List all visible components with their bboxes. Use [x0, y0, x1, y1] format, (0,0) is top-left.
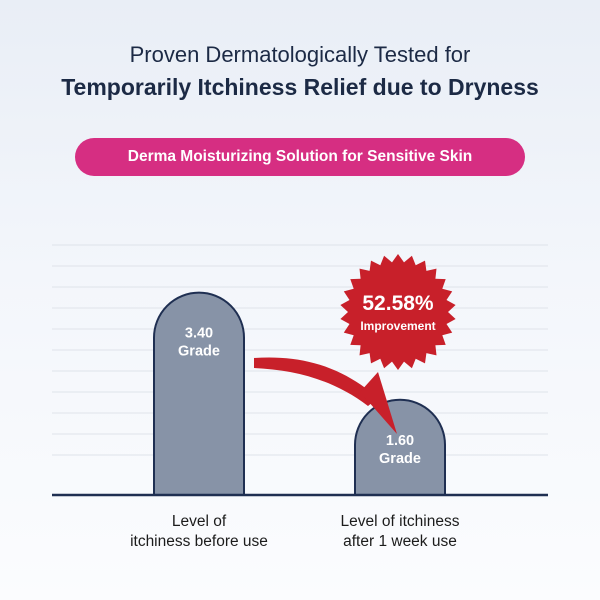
x-tick-line: itchiness before use: [130, 533, 268, 550]
bar-value-label: Grade: [379, 451, 421, 467]
bar: [153, 291, 245, 496]
grid-lines: [52, 244, 548, 456]
x-tick-line: Level of itchiness: [340, 513, 460, 530]
bar: [354, 398, 446, 496]
bars: 3.40 Grade 1.60 Grade: [52, 291, 548, 497]
bar-value-label: 1.60: [386, 433, 414, 449]
product-badge-label: Derma Moisturizing Solution for Sensitiv…: [127, 148, 473, 165]
title-line-1: Proven Dermatologically Tested for: [129, 42, 471, 67]
improvement-seal: 52.58% Improvement: [340, 254, 456, 370]
seal-starburst: [340, 254, 456, 370]
title-line-2: Temporarily Itchiness Relief due to Dryn…: [61, 74, 539, 100]
arrow-shaft: [254, 357, 378, 406]
trend-arrow: [254, 357, 397, 434]
x-tick-label-after: Level of itchiness after 1 week use: [300, 512, 500, 552]
seal-label: Improvement: [360, 319, 435, 333]
seal-value: 52.58%: [362, 292, 434, 315]
x-tick-line: Level of: [171, 513, 227, 530]
product-badge: Derma Moisturizing Solution for Sensitiv…: [75, 138, 525, 176]
bar-value-label: 3.40: [185, 326, 213, 342]
x-tick-label-before: Level of itchiness before use: [99, 512, 299, 552]
arrow-head: [360, 372, 397, 434]
x-tick-line: after 1 week use: [343, 533, 457, 550]
bar-value-label: Grade: [178, 344, 220, 360]
